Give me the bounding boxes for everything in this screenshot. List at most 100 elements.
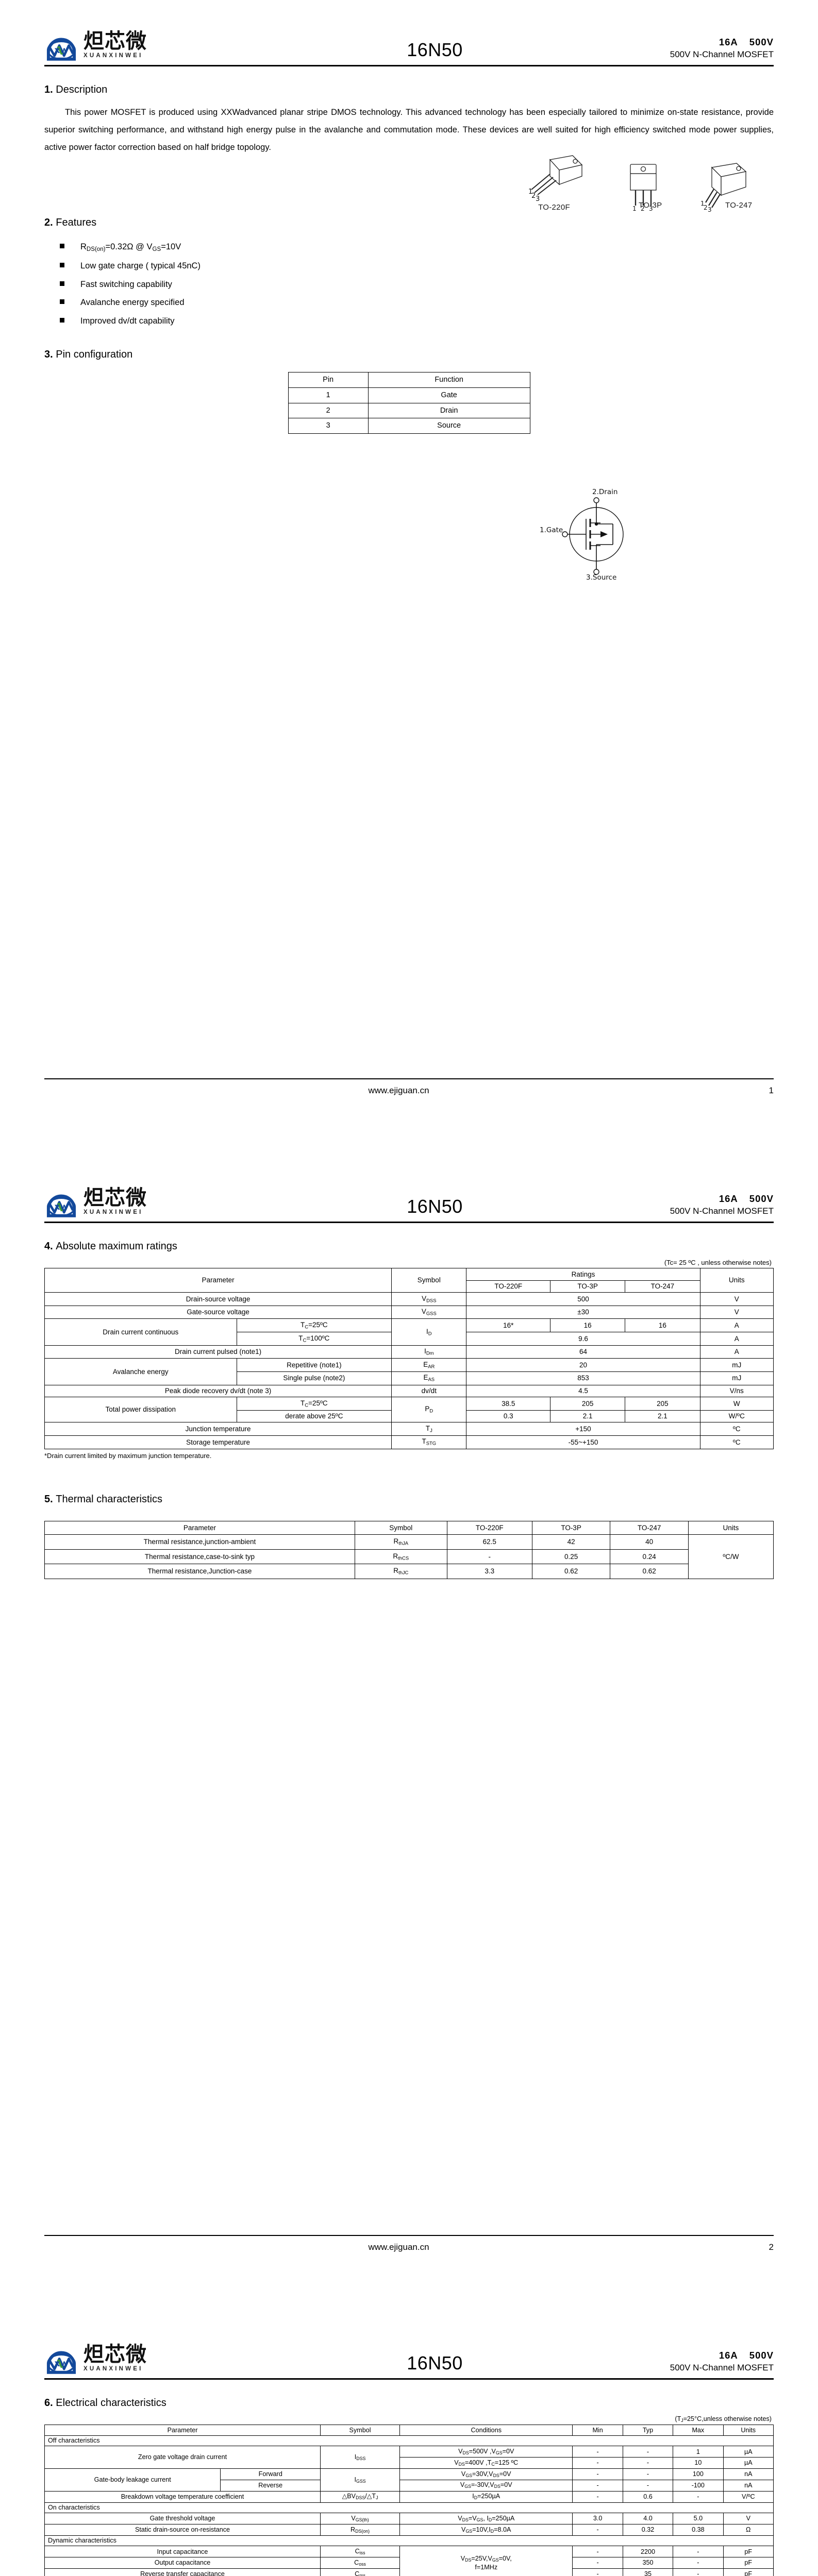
symbol-cell: VGS(th)	[320, 2513, 400, 2524]
pin-number: 2	[288, 402, 369, 419]
amr-condition-note: (Tc= 25 ºC , unless otherwise notes)	[664, 1259, 772, 1266]
symbol-cell: VDSS	[391, 1292, 467, 1306]
rating-value-to247: 2.1	[625, 1410, 700, 1423]
param-label: Gate threshold voltage	[44, 2513, 321, 2524]
brand-name-en: XUANXINWEI	[84, 1209, 143, 1215]
section-label: Absolute maximum ratings	[56, 1241, 177, 1252]
rating-voltage: 500V	[749, 2350, 774, 2361]
col-symbol: Symbol	[391, 1267, 467, 1293]
max-cell: -	[673, 2490, 724, 2503]
group-header-row: On characteristics	[44, 2502, 774, 2514]
units-cell: µA	[723, 2446, 774, 2458]
table-header-row: Parameter Symbol Ratings Units	[44, 1267, 774, 1293]
rating-current: 16A	[719, 2350, 738, 2361]
header-divider	[44, 2378, 774, 2380]
col-symbol: Symbol	[320, 2425, 400, 2436]
param-condition: Reverse	[220, 2479, 321, 2492]
table-row: Reverse transfer capacitance Crss - 35 -…	[44, 2568, 774, 2576]
condition-cell: VGS=-30V,VDS=0V	[399, 2479, 573, 2492]
symbol-cell: EAR	[391, 1358, 467, 1372]
min-cell: -	[572, 2446, 623, 2458]
footer-url[interactable]: www.ejiguan.cn	[368, 2242, 429, 2252]
page-number: 2	[769, 2242, 774, 2252]
units-cell: W/ºC	[699, 1410, 774, 1423]
symbol-cell: PD	[391, 1397, 467, 1423]
part-number: 16N50	[407, 39, 463, 60]
description-paragraph: This power MOSFET is produced using XXWa…	[44, 108, 774, 152]
package-drawings: 1 2 3 TO-220F 1 2 3 TO-3P	[44, 145, 774, 212]
table-row: Drain current pulsed (note1) IDm 64 A	[44, 1345, 774, 1359]
param-label: Zero gate voltage drain current	[44, 2446, 321, 2469]
param-label: Drain current pulsed (note1)	[44, 1345, 392, 1359]
units-cell: µA	[723, 2457, 774, 2469]
svg-text:3: 3	[536, 195, 540, 202]
symbol-cell: RthJC	[354, 1564, 447, 1580]
col-function: Function	[368, 371, 530, 388]
units-cell: V/ns	[699, 1384, 774, 1398]
units-cell: W	[699, 1397, 774, 1411]
svg-text:3: 3	[708, 206, 712, 212]
param-condition: TC=100ºC	[236, 1332, 392, 1346]
max-cell: 5.0	[673, 2513, 724, 2524]
footer-divider	[44, 2235, 774, 2236]
xxw-arc-logo-icon: xw	[46, 1194, 76, 1217]
param-label: Junction temperature	[44, 1422, 392, 1436]
package-label: TO-3P	[639, 201, 662, 210]
rating-voltage: 500V	[749, 1193, 774, 1205]
feature-item: Improved dv/dt capability	[60, 314, 774, 328]
page-footer: www.ejiguan.cn 1	[44, 1078, 774, 1096]
col-to247: TO-247	[625, 1280, 700, 1293]
group-header-row: Dynamic characteristics	[44, 2535, 774, 2547]
absolute-maximum-ratings-table: Parameter Symbol Ratings Units TO-220F T…	[44, 1267, 774, 1449]
table-row: Gate threshold voltage VGS(th) VDS=VGS, …	[44, 2513, 774, 2524]
footer-url[interactable]: www.ejiguan.cn	[368, 1086, 429, 1095]
feature-item: RDS(on)=0.32Ω @ VGS=10V	[60, 240, 774, 255]
max-cell: 10	[673, 2457, 724, 2469]
max-cell: -	[673, 2568, 724, 2576]
table-row: 2 Drain	[288, 402, 530, 419]
group-title: On characteristics	[44, 2502, 774, 2514]
features-list: RDS(on)=0.32Ω @ VGS=10V Low gate charge …	[44, 240, 774, 328]
footer-divider	[44, 1078, 774, 1079]
condition-cell: VDS=500V ,VGS=0V	[399, 2446, 573, 2458]
table-header-row: Parameter Symbol TO-220F TO-3P TO-247 Un…	[44, 1520, 774, 1535]
col-to220f: TO-220F	[466, 1280, 550, 1293]
units-cell: pF	[723, 2557, 774, 2569]
condition-cell: VDS=VGS, ID=250µA	[399, 2513, 573, 2524]
brand-name-en: XUANXINWEI	[84, 2365, 143, 2372]
rating-value: 4.5	[466, 1384, 700, 1398]
section-title-absolute-maximum-ratings: 4. Absolute maximum ratings	[44, 1241, 774, 1252]
page-header: xw 炟芯微 XUANXINWEI 16N50 16A 500V 500V N-C…	[44, 0, 774, 62]
page-3: xw 炟芯微 XUANXINWEI 16N50 16A 500V 500V N-C…	[0, 2313, 818, 2576]
part-number: 16N50	[407, 2352, 463, 2374]
svg-text:2: 2	[704, 204, 708, 211]
min-cell: -	[572, 2468, 623, 2480]
table-row: Gate-body leakage current Forward IGSS V…	[44, 2468, 774, 2492]
symbol-cell: △BVDSS/△TJ	[320, 2490, 400, 2503]
col-conditions: Conditions	[399, 2425, 573, 2436]
brand-name-cn: 炟芯微	[84, 1185, 147, 1210]
table-row: 1 Gate	[288, 387, 530, 403]
amr-footnote: *Drain current limited by maximum juncti…	[44, 1451, 212, 1460]
table-row: Breakdown voltage temperature coefficien…	[44, 2490, 774, 2503]
symbol-cell: Crss	[320, 2568, 400, 2576]
max-cell: 0.38	[673, 2523, 724, 2536]
param-condition: Forward	[220, 2468, 321, 2480]
section-number: 6.	[44, 2397, 53, 2409]
units-cell: mJ	[699, 1358, 774, 1372]
table-row: Thermal resistance,junction-ambient RthJ…	[44, 1534, 774, 1580]
param-label: Static drain-source on-resistance	[44, 2523, 321, 2536]
min-cell: 3.0	[572, 2513, 623, 2524]
param-label: Thermal resistance,junction-ambient	[44, 1534, 355, 1550]
svg-text:xw: xw	[55, 45, 69, 56]
condition-cell: VGS=10V,ID=8.0A	[399, 2523, 573, 2536]
max-cell: -100	[673, 2479, 724, 2492]
units-cell: A	[699, 1332, 774, 1346]
svg-text:xw: xw	[55, 2359, 69, 2369]
section-label: Pin configuration	[56, 348, 133, 360]
units-cell: V/ºC	[723, 2490, 774, 2503]
param-label: Drain current continuous	[44, 1318, 237, 1346]
param-label: Output capacitance	[44, 2557, 321, 2569]
rating-value: ±30	[466, 1305, 700, 1319]
svg-text:1: 1	[528, 188, 532, 196]
